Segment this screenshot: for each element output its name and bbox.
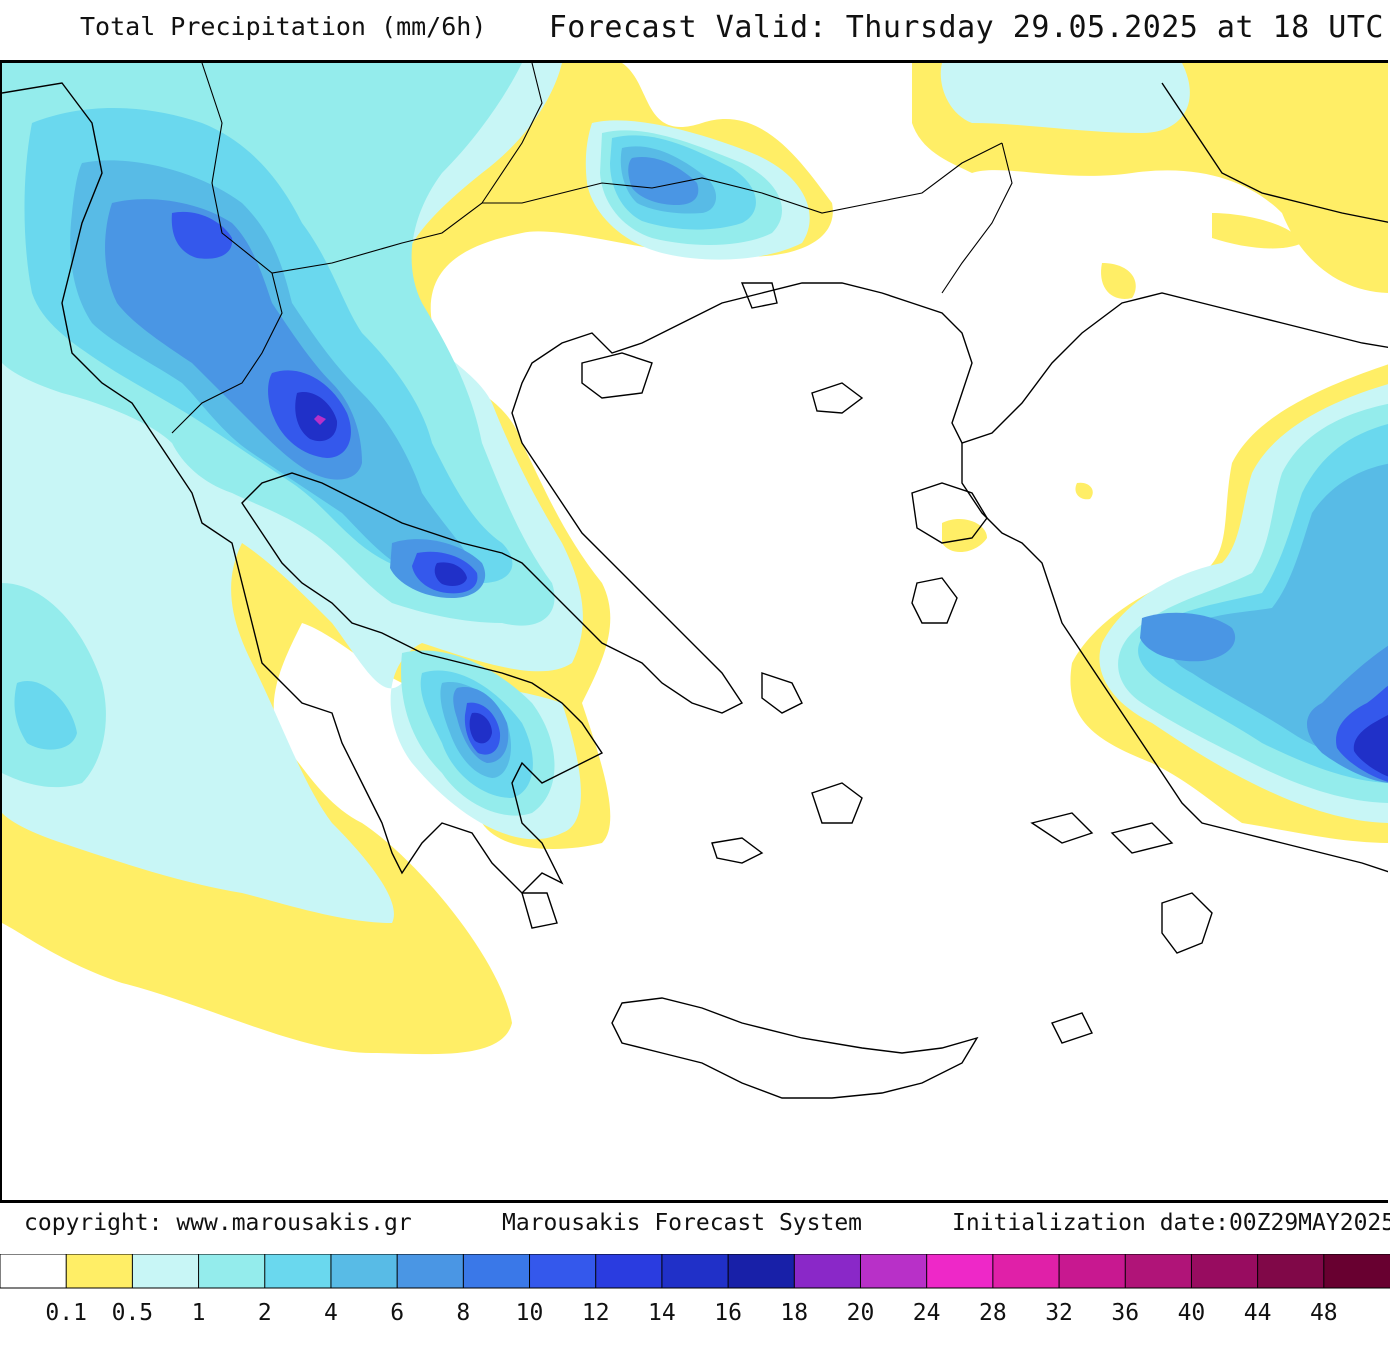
legend-label: 0.5 <box>111 1300 154 1326</box>
legend-label: 40 <box>1177 1300 1206 1326</box>
legend-label: 2 <box>257 1300 272 1326</box>
legend-swatch <box>462 1254 531 1289</box>
color-legend <box>0 1254 1390 1289</box>
legend-swatch <box>1124 1254 1193 1289</box>
legend-swatch <box>926 1254 994 1289</box>
country-borders <box>171 63 1013 434</box>
precipitation-map <box>0 60 1388 1203</box>
legend-swatch <box>859 1254 928 1289</box>
legend-label: 8 <box>456 1300 471 1326</box>
legend-swatch <box>131 1254 200 1289</box>
legend-labels: 0.1 0.5 1 2 4 6 8 10 12 14 16 18 20 24 28 32 36 40 44 48 <box>0 1300 1390 1330</box>
legend-label: 1 <box>191 1300 206 1326</box>
legend-label: 0.1 <box>45 1300 87 1326</box>
legend-label: 32 <box>1045 1300 1073 1326</box>
legend-label: 36 <box>1111 1300 1140 1326</box>
legend-swatch <box>396 1254 465 1289</box>
legend-swatch <box>198 1254 266 1289</box>
copyright-text: copyright: www.marousakis.gr <box>24 1210 412 1236</box>
legend-label: 20 <box>846 1300 875 1326</box>
legend-swatch <box>264 1254 332 1289</box>
legend-label: 6 <box>390 1300 405 1326</box>
map-title: Total Precipitation (mm/6h) <box>80 12 487 41</box>
legend-swatch <box>1257 1254 1325 1289</box>
legend-swatch <box>793 1254 862 1289</box>
legend-label: 12 <box>581 1300 610 1326</box>
precip-max-core <box>314 415 326 425</box>
legend-swatch <box>661 1254 730 1289</box>
legend-label: 48 <box>1309 1300 1338 1326</box>
legend-swatch <box>330 1254 399 1289</box>
legend-label: 4 <box>324 1300 338 1326</box>
coastlines <box>2 82 1388 1099</box>
initialization-date: Initialization date:00Z29MAY2025 <box>952 1210 1390 1236</box>
legend-label: 28 <box>978 1300 1007 1326</box>
legend-label: 10 <box>515 1300 544 1326</box>
legend-swatch <box>1190 1254 1259 1289</box>
legend-label: 16 <box>714 1300 742 1326</box>
forecast-system-name: Marousakis Forecast System <box>502 1210 863 1236</box>
legend-label: 44 <box>1243 1300 1272 1326</box>
forecast-valid-time: Forecast Valid: Thursday 29.05.2025 at 1… <box>548 10 1384 45</box>
legend-swatch <box>0 1254 68 1289</box>
legend-label: 14 <box>648 1300 676 1326</box>
precip-band-14 <box>295 392 1388 777</box>
legend-label: 24 <box>912 1300 941 1326</box>
precipitation-field <box>2 63 1388 1099</box>
legend-label: 18 <box>780 1300 809 1326</box>
legend-swatch <box>595 1254 663 1289</box>
legend-swatch <box>992 1254 1061 1289</box>
legend-swatch <box>727 1254 796 1289</box>
legend-swatch <box>1058 1254 1127 1289</box>
legend-swatch <box>65 1254 134 1289</box>
legend-swatch <box>529 1254 597 1289</box>
legend-swatch <box>1323 1254 1390 1289</box>
